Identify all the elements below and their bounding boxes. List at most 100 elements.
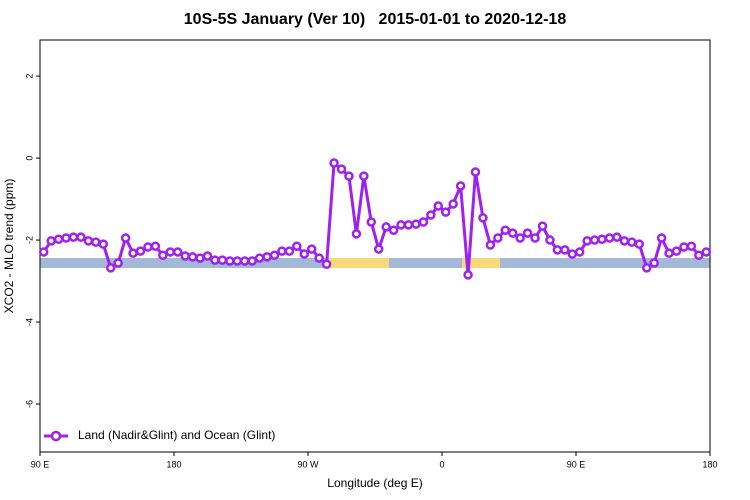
data-point [411,219,421,229]
data-point [247,256,257,266]
data-point [522,228,533,238]
data-point [225,256,235,266]
data-point [656,233,667,243]
data-point [433,201,444,211]
data-point [195,253,205,263]
x-tick-label: 0 [439,459,444,469]
data-point [239,256,250,266]
data-point [515,233,525,243]
data-point [649,258,659,268]
data-point [254,253,265,263]
data-point [545,235,555,245]
data-point [299,249,310,259]
data-point [158,250,168,260]
data-point [627,237,637,247]
x-tick-label: 90 E [567,459,586,469]
data-point [366,217,377,227]
data-point [232,256,243,266]
data-point [619,236,630,246]
data-point [589,235,600,245]
data-point [53,234,64,244]
data-point [448,199,458,209]
data-point [396,220,406,230]
data-point [418,217,429,227]
data-point [634,239,645,249]
data-point [113,258,123,268]
data-point [277,246,287,256]
y-tick-label: -2 [24,236,34,244]
y-axis-label: XCO2 - MLO trend (ppm) [2,179,16,314]
data-point [329,158,339,168]
data-point [403,220,414,230]
plot-frame [39,39,711,453]
data-point [165,247,176,257]
data-point [135,246,146,256]
data-point [552,245,563,255]
data-point [485,240,496,250]
data-point [567,249,578,259]
data-point [217,255,228,265]
data-point [530,233,540,243]
data-point [388,225,399,235]
data-point [180,251,190,261]
data-point [500,225,511,235]
y-tick-label: 0 [24,156,34,161]
data-point [284,246,295,256]
data-point [373,244,384,254]
x-tick-label: 180 [702,459,717,469]
y-tick-label: -6 [24,400,34,408]
data-point [381,222,391,232]
data-point [150,241,161,251]
data-point [336,164,347,174]
data-point [321,259,332,269]
data-point [143,242,153,252]
data-point [68,232,79,242]
data-point [202,251,213,261]
data-point [440,207,451,217]
x-tick-label: 90 W [297,459,319,469]
data-point [351,229,362,239]
legend-marker [50,430,62,442]
data-point [686,241,697,251]
data-point [671,246,682,256]
data-point [344,171,354,181]
data-point [314,253,324,263]
data-point [98,239,109,249]
data-point [560,245,570,255]
data-point [694,250,704,260]
data-point [91,237,101,247]
chart-title: 10S-5S January (Ver 10) 2015-01-01 to 20… [184,11,567,28]
data-point [172,247,183,257]
land-band [462,258,500,268]
data-point [679,242,689,252]
x-tick-label: 90 E [31,459,50,469]
data-point [76,232,86,242]
data-point [38,247,49,257]
data-point [262,252,272,262]
data-point [83,236,94,246]
y-tick-label: -4 [24,318,34,326]
data-point [574,247,585,257]
data-point [582,236,592,246]
data-point [292,241,302,251]
data-point [701,247,712,257]
data-point [187,252,198,262]
x-tick-label: 180 [166,459,181,469]
data-point [120,233,131,243]
legend-label: Land (Nadir&Glint) and Ocean (Glint) [78,428,275,442]
data-point [426,210,436,220]
data-point [269,250,280,260]
data-point [61,233,71,243]
y-tick-label: 2 [24,74,34,79]
data-point [105,263,116,273]
data-point [597,234,607,244]
data-point [612,232,622,242]
data-point [359,171,369,181]
data-point [463,270,473,280]
data-point [664,248,674,258]
x-axis-label: Longitude (deg E) [327,476,422,490]
data-point [537,221,548,231]
data-point [641,263,652,273]
data-point [507,228,518,238]
data-point [128,248,138,258]
